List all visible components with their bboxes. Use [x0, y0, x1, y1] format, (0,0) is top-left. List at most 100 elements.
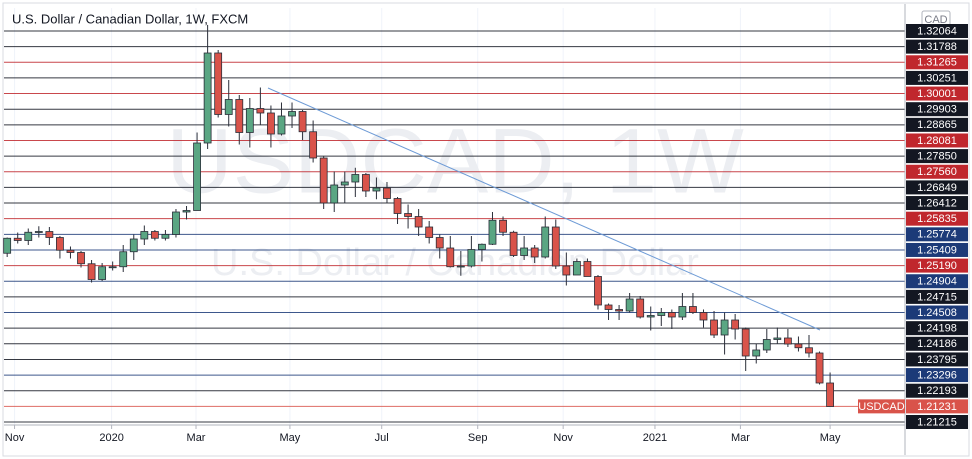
candle-body	[214, 52, 223, 115]
candle-body	[319, 157, 328, 204]
level-label: 1.29903	[917, 104, 957, 116]
candle-body	[720, 319, 729, 336]
level-label-box	[906, 399, 968, 414]
candle-body	[277, 115, 286, 135]
level-label-box	[906, 258, 968, 273]
level-label: 1.25409	[917, 244, 957, 256]
level-label: 1.26412	[917, 197, 957, 209]
level-label-box	[906, 242, 968, 257]
x-tick-label: Sep	[468, 432, 488, 444]
candle-body	[383, 187, 391, 199]
level-label-box	[906, 274, 968, 289]
candle-body	[478, 243, 486, 250]
x-tick-label: Nov	[5, 432, 25, 444]
level-label-box	[906, 102, 968, 117]
x-tick-label: Jul	[375, 432, 389, 444]
level-label: 1.32064	[917, 25, 957, 37]
level-label-box	[906, 227, 968, 242]
currency: CAD	[924, 14, 947, 26]
candle-body	[98, 266, 107, 280]
candle-body	[572, 261, 581, 276]
level-label-box	[906, 149, 968, 164]
level-label: 1.25835	[917, 213, 957, 225]
level-label-box	[906, 352, 968, 367]
x-tick-label: Mar	[731, 432, 750, 444]
candle-body	[594, 276, 602, 306]
level-label-box	[906, 321, 968, 336]
candle-body	[456, 265, 465, 268]
candle-body	[56, 237, 64, 251]
level-label-box	[906, 164, 968, 179]
level-label: 1.24198	[917, 323, 957, 335]
candle-body	[298, 111, 307, 133]
candle-body	[699, 312, 708, 321]
candle-body	[499, 219, 507, 233]
candle-body	[509, 231, 518, 256]
candle-body	[361, 174, 370, 192]
level-label: 1.27560	[917, 166, 957, 178]
level-label: 1.31788	[917, 41, 957, 53]
candle-body	[583, 261, 592, 277]
level-label-box	[906, 117, 968, 132]
level-label-box	[906, 133, 968, 148]
candle-body	[710, 319, 718, 336]
candle-body	[678, 306, 687, 318]
candle-body	[140, 231, 149, 240]
candle-body	[129, 238, 138, 253]
candle-body	[256, 108, 265, 114]
candle-body	[615, 309, 623, 312]
candle-body	[625, 298, 634, 312]
level-label-box	[906, 39, 968, 54]
candle-body	[741, 328, 750, 357]
x-tick-label: 2020	[99, 432, 123, 444]
watermark-subtitle: U.S. Dollar / Canadian Dollar	[211, 242, 699, 284]
candle-body	[66, 249, 75, 253]
candle-body	[773, 337, 782, 340]
level-label-box	[906, 415, 968, 429]
level-label-box	[906, 55, 968, 70]
level-label-box	[906, 24, 968, 38]
level-label: 1.23795	[917, 354, 957, 366]
level-label: 1.24904	[917, 276, 957, 288]
candle-body	[161, 234, 170, 239]
level-label: 1.31265	[917, 57, 957, 69]
candle-body	[435, 237, 444, 249]
candle-body	[393, 198, 402, 214]
level-label: 1.24186	[917, 338, 957, 350]
x-tick-label: Nov	[553, 432, 573, 444]
candle-body	[404, 213, 412, 217]
candle-body	[330, 184, 339, 204]
candle-body	[488, 219, 497, 245]
level-label: 1.25190	[917, 260, 957, 272]
candle-body	[646, 315, 655, 318]
candle-body	[604, 304, 613, 310]
candles	[3, 24, 834, 407]
candle-body	[3, 237, 12, 254]
candle-body	[108, 266, 117, 269]
candle-body	[541, 226, 550, 258]
level-label: 1.24715	[917, 291, 957, 303]
level-label-box	[906, 211, 968, 226]
candle-body	[762, 339, 771, 351]
symbol-label-box	[858, 399, 905, 414]
level-label: 1.21215	[917, 416, 957, 428]
level-label: 1.28081	[917, 135, 957, 147]
candle-body	[267, 112, 275, 135]
level-label: 1.24508	[917, 307, 957, 319]
chart-title: U.S. Dollar / Canadian Dollar, 1W, FXCM	[12, 11, 248, 26]
candle-body	[446, 247, 455, 268]
candle-body	[562, 265, 571, 276]
candle-body	[414, 216, 423, 228]
candle-body	[119, 251, 128, 268]
candle-body	[172, 211, 180, 235]
level-label: 1.28865	[917, 119, 957, 131]
level-label-box	[906, 336, 968, 351]
candle-body	[425, 226, 434, 238]
level-label: 1.23296	[917, 369, 957, 381]
level-label-box	[906, 289, 968, 304]
symbol-label: USDCAD	[858, 401, 905, 413]
level-label: 1.30001	[917, 88, 957, 100]
level-label: 1.25774	[917, 229, 957, 241]
candle-body	[351, 174, 360, 183]
